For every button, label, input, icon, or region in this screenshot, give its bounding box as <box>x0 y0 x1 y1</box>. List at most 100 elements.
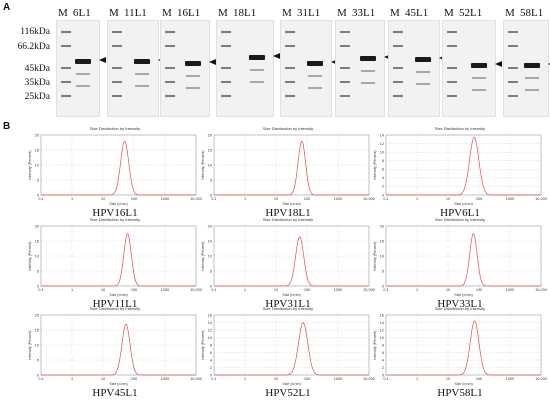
x-tick-label: 1 <box>416 288 418 292</box>
x-tick-label: 0.1 <box>38 377 43 381</box>
marker-lane <box>165 21 175 116</box>
chart-plot: 0 2 4 6 8 10 12 14 16 0.1 1 10 100 1000 10,000 Size (d.… <box>201 313 375 386</box>
y-tick-label: 20 <box>35 224 39 228</box>
ladder-band <box>447 31 457 33</box>
dls-chart-HPV18L1: Size Distribution by Intensity 0 5 10 15 20 0.… <box>201 126 375 219</box>
x-tick-label: 0.1 <box>383 197 388 201</box>
dls-chart-HPV58L1: Size Distribution by Intensity 0 2 4 6 8 10 12 1… <box>373 306 547 399</box>
y-tick-label: 0 <box>37 373 39 377</box>
x-axis-label: Size (d.nm) <box>454 202 472 206</box>
chart-title: Size Distribution by Intensity <box>262 306 314 311</box>
l1-protein-band <box>185 61 201 66</box>
ladder-band <box>447 95 457 97</box>
gel-lane-6L1 <box>56 20 100 117</box>
y-tick-label: 0 <box>210 193 212 197</box>
x-tick-label: 1000 <box>161 288 169 292</box>
x-tick-label: 1 <box>244 377 246 381</box>
l1-protein-band <box>360 56 376 61</box>
band-arrow-icon <box>273 53 280 59</box>
x-tick-label: 10,000 <box>190 377 202 381</box>
marker-lane-label: M <box>218 7 228 19</box>
x-tick-label: 1 <box>71 197 73 201</box>
x-tick-label: 10 <box>274 288 278 292</box>
dls-chart-HPV52L1: Size Distribution by Intensity 0 2 4 6 8 10 12 1… <box>201 306 375 399</box>
minor-band <box>250 69 264 71</box>
x-axis-label: Size (d.nm) <box>109 293 127 297</box>
chart-title: Size Distribution by Intensity <box>89 306 141 311</box>
gel-lane-31L1 <box>280 20 332 117</box>
gel-lane-33L1 <box>335 20 385 117</box>
x-tick-label: 0.1 <box>383 377 388 381</box>
sample-lane-label: 58L1 <box>520 7 544 19</box>
x-tick-label: 1 <box>416 197 418 201</box>
y-axis-label: Intensity (Percent) <box>28 150 32 179</box>
x-tick-label: 1000 <box>506 197 514 201</box>
x-axis-label: Size (d.nm) <box>109 382 127 386</box>
ladder-band <box>393 31 403 33</box>
x-tick-label: 100 <box>476 377 482 381</box>
y-tick-label: 8 <box>382 343 384 347</box>
y-tick-label: 8 <box>382 159 384 163</box>
ladder-band <box>340 67 350 69</box>
y-tick-label: 4 <box>382 176 384 180</box>
ladder-band <box>508 45 518 47</box>
ladder-band <box>340 95 350 97</box>
y-tick-label: 0 <box>382 193 384 197</box>
minor-band <box>308 87 322 89</box>
y-tick-label: 10 <box>35 163 39 167</box>
y-tick-label: 0 <box>37 284 39 288</box>
minor-band <box>308 75 322 77</box>
ladder-band <box>165 45 175 47</box>
y-tick-label: 4 <box>382 358 384 362</box>
x-tick-label: 100 <box>476 197 482 201</box>
chart-caption: HPV16L1 <box>92 207 138 219</box>
y-axis-label: Intensity (Percent) <box>373 330 377 359</box>
x-tick-label: 10,000 <box>535 288 547 292</box>
ladder-band <box>165 81 175 83</box>
ladder-band <box>61 95 71 97</box>
y-tick-label: 6 <box>210 351 212 355</box>
x-tick-label: 1 <box>244 197 246 201</box>
x-tick-label: 1000 <box>161 377 169 381</box>
y-tick-label: 6 <box>382 168 384 172</box>
mw-label: 25kDa <box>24 92 50 102</box>
minor-band <box>416 71 430 73</box>
marker-lane-label: M <box>162 7 172 19</box>
marker-lane <box>340 21 350 116</box>
y-axis-label: Intensity (Percent) <box>373 241 377 270</box>
x-tick-label: 10 <box>446 197 450 201</box>
x-tick-label: 10,000 <box>363 197 375 201</box>
y-tick-label: 4 <box>210 358 212 362</box>
chart-plot: 0 5 10 15 20 0.1 1 10 100 1000 10,000 Size (d.nm) In… <box>28 133 202 206</box>
ladder-band <box>285 95 295 97</box>
marker-lane-label: M <box>109 7 119 19</box>
chart-title: Size Distribution by Intensity <box>262 217 314 222</box>
y-tick-label: 20 <box>208 133 212 137</box>
y-tick-label: 6 <box>382 351 384 355</box>
l1-protein-band <box>134 59 150 64</box>
dls-chart-HPV11L1: Size Distribution by Intensity 0 5 10 15 20 0.… <box>28 217 202 310</box>
ladder-band <box>340 31 350 33</box>
minor-band <box>76 85 90 87</box>
y-tick-label: 5 <box>210 269 212 273</box>
x-tick-label: 100 <box>304 288 310 292</box>
ladder-band <box>508 81 518 83</box>
x-tick-label: 100 <box>131 288 137 292</box>
ladder-band <box>393 81 403 83</box>
gel-lane-58L1 <box>503 20 549 117</box>
x-tick-label: 10,000 <box>535 377 547 381</box>
x-axis-label: Size (d.nm) <box>109 202 127 206</box>
sample-lane-label: 33L1 <box>352 7 376 19</box>
x-tick-label: 10 <box>101 377 105 381</box>
ladder-band <box>285 81 295 83</box>
size-distribution-curve <box>386 232 541 287</box>
sample-lane-label: 45L1 <box>405 7 429 19</box>
chart-caption: HPV45L1 <box>92 387 138 399</box>
y-tick-label: 10 <box>380 254 384 258</box>
x-tick-label: 10,000 <box>190 197 202 201</box>
ladder-band <box>165 95 175 97</box>
gel-lane-18L1 <box>216 20 274 117</box>
dls-chart-HPV33L1: Size Distribution by Intensity 0 5 10 15 20 0.… <box>373 217 547 310</box>
ladder-band <box>165 31 175 33</box>
minor-band <box>135 73 149 75</box>
